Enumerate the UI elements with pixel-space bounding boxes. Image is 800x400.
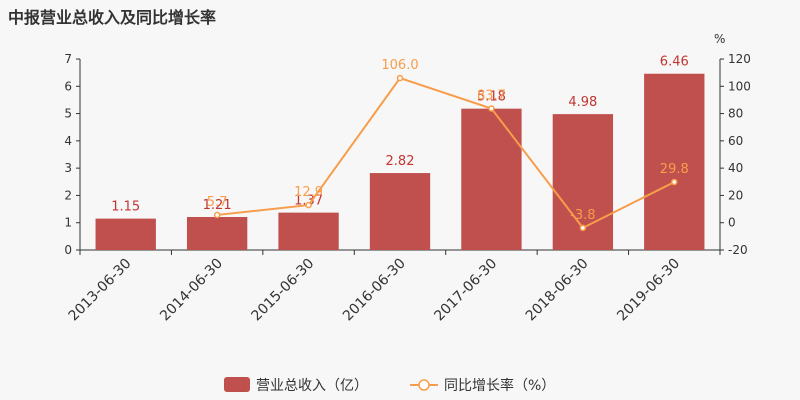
x-tick-label: 2015-06-30 xyxy=(249,256,318,325)
growth-data-label: 12.9 xyxy=(294,185,323,200)
y-right-tick-label: 100 xyxy=(728,79,751,93)
bar xyxy=(461,108,522,250)
y-left-tick-label: 0 xyxy=(64,243,72,257)
x-tick-label: 2018-06-30 xyxy=(523,256,592,325)
y-right-tick-label: 120 xyxy=(728,52,751,66)
bar-data-label: 1.37 xyxy=(294,194,323,209)
y-left-tick-label: 4 xyxy=(64,134,72,148)
x-tick-label: 2017-06-30 xyxy=(431,256,500,325)
x-tick-label: 2013-06-30 xyxy=(66,256,135,325)
y-left-tick-label: 1 xyxy=(64,216,72,230)
growth-line xyxy=(217,76,675,230)
legend-line-marker xyxy=(418,379,430,391)
legend-bar-swatch xyxy=(224,377,250,392)
y-left-tick-label: 6 xyxy=(64,79,72,93)
y-right-tick-label: 40 xyxy=(728,161,743,175)
x-tick-label: 2016-06-30 xyxy=(340,256,409,325)
bar xyxy=(95,218,156,250)
growth-data-label: 5.7 xyxy=(207,195,228,210)
bar xyxy=(278,212,339,250)
growth-data-label: 29.8 xyxy=(660,162,689,177)
bar-data-label: 6.46 xyxy=(660,55,689,70)
x-tick-label: 2014-06-30 xyxy=(157,256,226,325)
bar-data-label: 1.15 xyxy=(111,200,140,215)
y-left-tick-label: 2 xyxy=(64,188,72,202)
growth-data-label: 83.7 xyxy=(477,89,506,104)
y-left-tick-label: 3 xyxy=(64,161,72,175)
legend-line-label: 同比增长率（%） xyxy=(444,377,555,394)
growth-point xyxy=(396,74,404,82)
growth-data-label: -3.8 xyxy=(570,208,595,223)
y-right-tick-label: 0 xyxy=(728,216,736,230)
y-right-tick-label: 80 xyxy=(728,107,743,121)
chart-title: 中报营业总收入及同比增长率 xyxy=(8,8,217,27)
legend-bar-label: 营业总收入（亿） xyxy=(256,378,368,394)
bar-data-label: 2.82 xyxy=(386,154,415,169)
growth-point xyxy=(213,211,221,219)
y-left-tick-label: 5 xyxy=(64,107,72,121)
y-right-tick-label: -20 xyxy=(728,243,748,257)
bar xyxy=(186,216,248,250)
x-tick-label: 2019-06-30 xyxy=(614,256,683,325)
y-right-tick-label: 60 xyxy=(728,134,743,148)
growth-data-label: 106.0 xyxy=(381,58,418,73)
bar-data-label: 5.18 xyxy=(477,90,506,105)
growth-point xyxy=(488,105,495,112)
bar xyxy=(644,73,705,250)
bar-data-label: 4.98 xyxy=(568,95,597,110)
growth-point xyxy=(671,178,678,186)
growth-point xyxy=(579,224,587,232)
y-right-tick-label: 20 xyxy=(728,188,743,202)
bar xyxy=(369,173,431,250)
growth-point xyxy=(305,201,312,209)
y-right-unit: % xyxy=(714,32,725,46)
y-left-tick-label: 7 xyxy=(64,52,72,66)
bar-data-label: 1.21 xyxy=(203,198,232,213)
